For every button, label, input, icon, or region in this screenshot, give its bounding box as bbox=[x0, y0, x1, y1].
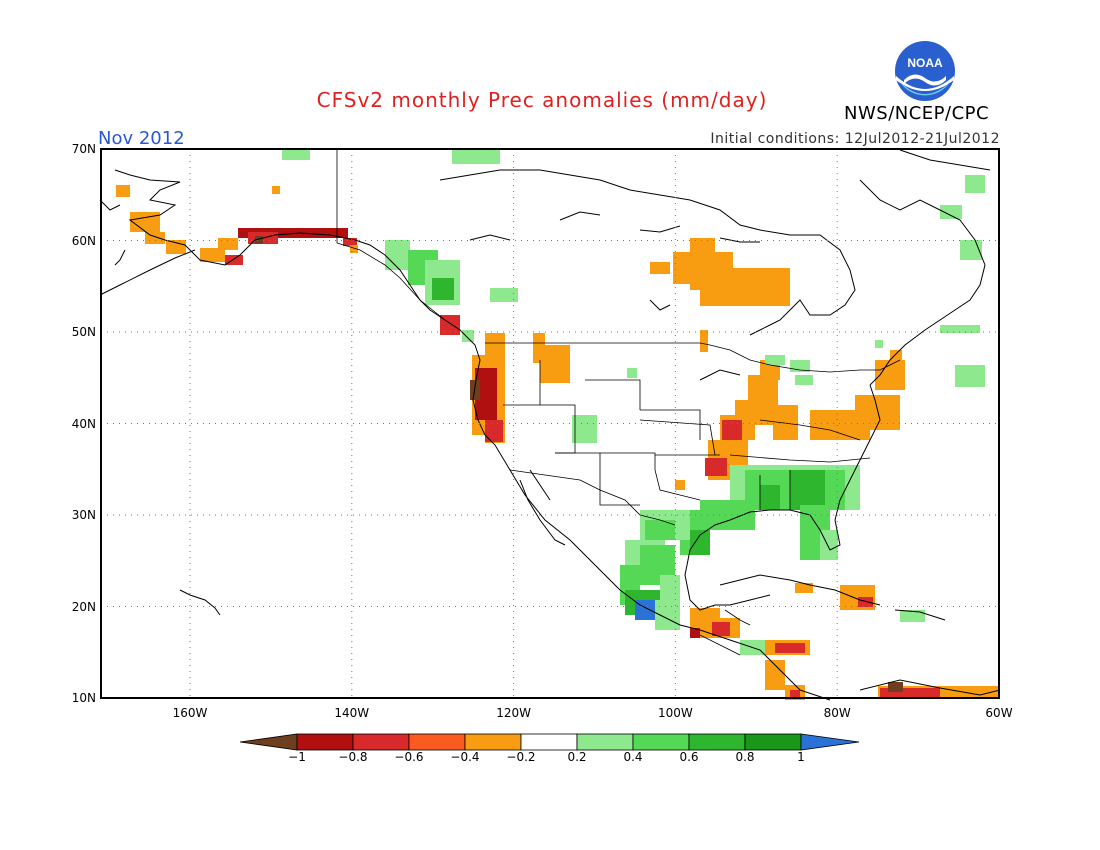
colorbar-tick-label: 0.8 bbox=[735, 750, 755, 764]
noaa-logo: NOAA bbox=[895, 41, 955, 101]
lon-label: 100W bbox=[658, 706, 693, 720]
anomaly-patches bbox=[116, 150, 998, 700]
political-borders bbox=[336, 150, 901, 656]
colorbar-tick-label: 1 bbox=[797, 750, 805, 764]
colorbar-tick-label: −0.8 bbox=[338, 750, 368, 764]
lat-label: 50N bbox=[71, 325, 96, 339]
colorbar-tick-label: −1 bbox=[288, 750, 306, 764]
logo-text: NOAA bbox=[907, 56, 943, 70]
colorbar-tick-label: 0.6 bbox=[679, 750, 699, 764]
map-frame bbox=[100, 148, 1000, 699]
lat-label: 70N bbox=[71, 142, 96, 156]
lon-label: 160W bbox=[172, 706, 208, 720]
lat-label: 10N bbox=[71, 691, 96, 705]
lat-label: 60N bbox=[71, 233, 96, 248]
colorbar-tick-label: 0.2 bbox=[567, 750, 587, 764]
agency-label: NWS/NCEP/CPC bbox=[844, 103, 990, 124]
lat-label: 40N bbox=[71, 416, 96, 431]
lat-label: 30N bbox=[71, 508, 96, 522]
coastlines bbox=[99, 149, 1001, 701]
colorbar-tick-label: −0.4 bbox=[450, 750, 480, 764]
title-text: CFSv2 monthly Prec anomalies (mm/day) bbox=[316, 88, 768, 112]
colorbar-tick-label: −0.6 bbox=[394, 750, 424, 764]
initial-conditions: Initial conditions: 12Jul2012-21Jul2012 bbox=[710, 131, 1000, 147]
lon-label: 80W bbox=[823, 706, 851, 720]
lon-label: 120W bbox=[496, 706, 531, 720]
colorbar-tick-label: −0.2 bbox=[506, 750, 536, 764]
chart-title: CFSv2 monthly Prec anomalies (mm/day) bbox=[0, 88, 1100, 112]
lon-label: 140W bbox=[334, 706, 370, 720]
colorbar-tick-label: 0.4 bbox=[623, 750, 643, 764]
lon-label: 60W bbox=[985, 706, 1013, 720]
valid-month: Nov 2012 bbox=[98, 128, 185, 149]
lat-label: 20N bbox=[71, 599, 96, 614]
